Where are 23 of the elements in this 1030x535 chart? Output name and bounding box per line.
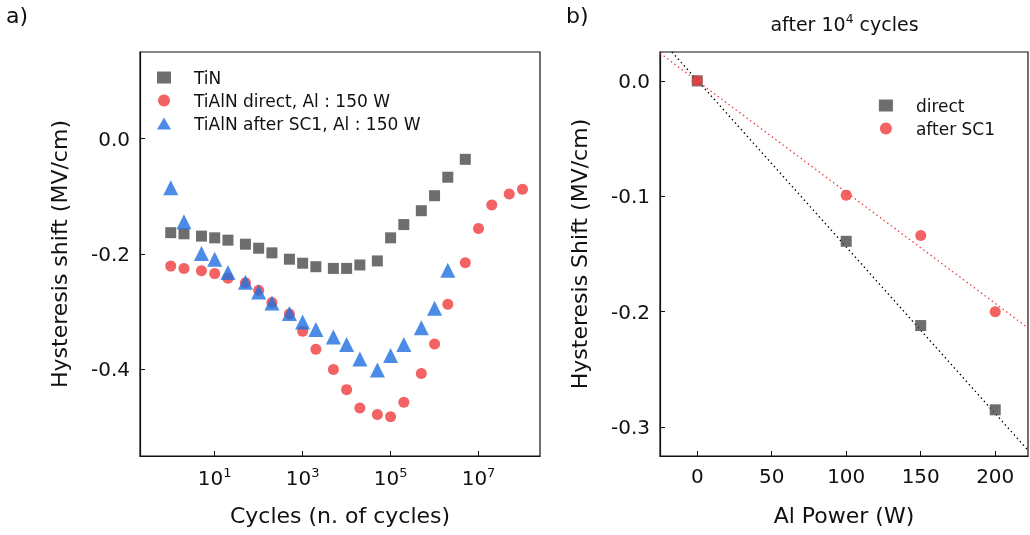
legend-label: TiAlN after SC1, Al : 150 W	[193, 113, 421, 134]
x-tick-label: 200	[976, 464, 1015, 488]
x-tick-label: 100	[827, 464, 866, 488]
y-tick-label: -0.3	[610, 415, 650, 440]
y-tick-label: -0.2	[90, 242, 130, 266]
x-tick-label: 0	[690, 464, 704, 488]
text: b)	[566, 2, 589, 28]
text: a)	[6, 2, 29, 28]
y-tick-label: -0.1	[610, 184, 650, 209]
y-axis-title: Hysteresis shift (MV/cm)	[46, 120, 72, 388]
y-tick-label: -0.4	[90, 357, 130, 382]
y-tick-label: 0.0	[618, 68, 650, 93]
x-axis-title: Cycles (n. of cycles)	[229, 502, 451, 528]
legend-label: TiAlN direct, Al : 150 W	[193, 90, 391, 111]
legend-label: after SC1	[915, 118, 996, 139]
y-tick-label: -0.2	[610, 299, 650, 324]
x-axis-title: Al Power (W)	[773, 502, 915, 528]
x-tick-label: 150	[901, 464, 940, 488]
y-axis-title: Hysteresis Shift (MV/cm)	[566, 118, 592, 390]
x-tick-label: 50	[759, 464, 785, 488]
legend-label: TiN	[193, 67, 222, 88]
legend-label: direct	[915, 95, 965, 116]
y-tick-label: 0.0	[98, 126, 130, 151]
